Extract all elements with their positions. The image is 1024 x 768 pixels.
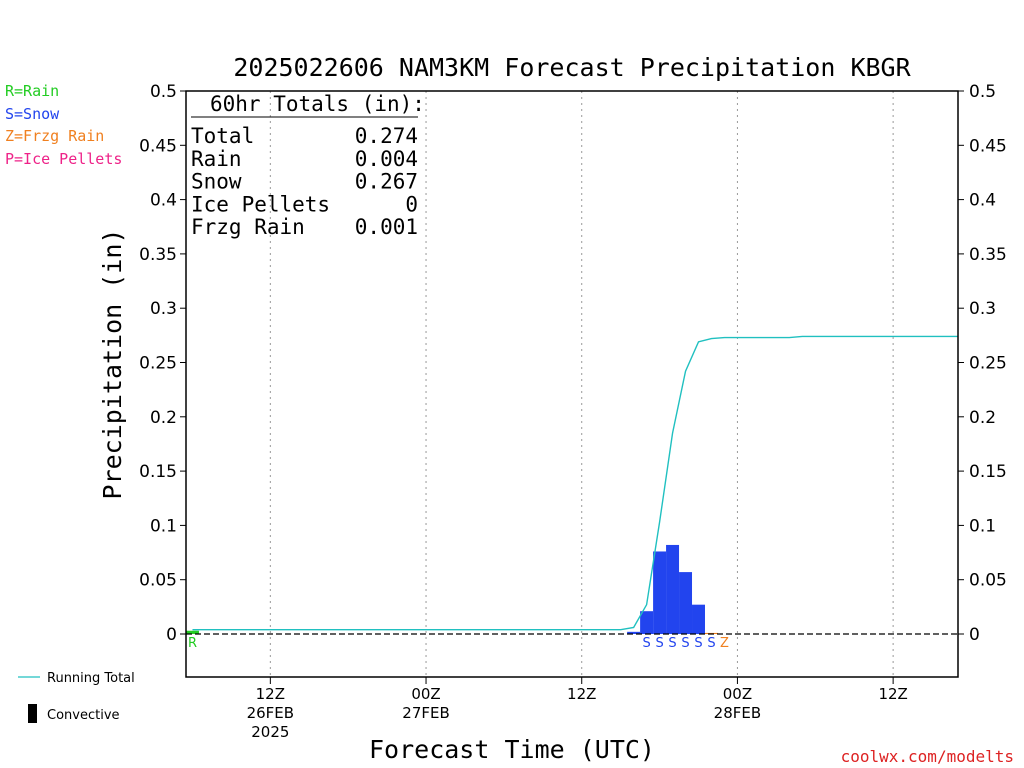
x-tick-label: 12Z [878, 685, 907, 703]
y-tick-label-left: 0 [166, 625, 177, 645]
precip-bar [679, 572, 693, 634]
precip-type-label: S [655, 636, 663, 651]
y-tick-label-left: 0.25 [139, 354, 177, 374]
legend-rain: R=Rain [5, 82, 59, 100]
plot-frame [185, 90, 959, 678]
precip-bar [640, 611, 654, 634]
y-tick-label-right: 0.1 [969, 516, 996, 536]
precip-type-legend: R=Rain S=Snow Z=Frzg Rain P=Ice Pellets [5, 82, 122, 168]
convective-legend-swatch [28, 704, 37, 723]
legend-snow: S=Snow [5, 105, 60, 123]
precip-bar [186, 630, 199, 634]
precip-bar [627, 631, 641, 634]
precip-type-label: S [642, 636, 650, 651]
x-tick-label: 27FEB [402, 704, 449, 722]
x-tick-label: 12Z [567, 685, 596, 703]
y-tick-label-right: 0.2 [969, 408, 996, 428]
legend-ice-pellets: P=Ice Pellets [5, 150, 122, 168]
y-tick-label-left: 0.45 [139, 136, 177, 156]
precip-bar [666, 544, 680, 634]
y-tick-label-right: 0.45 [969, 136, 1007, 156]
precip-type-label: S [694, 636, 702, 651]
totals-value: 0 [405, 192, 418, 216]
precip-type-label: S [668, 636, 676, 651]
precip-bar [653, 551, 667, 634]
totals-value: 0.001 [355, 215, 418, 239]
x-tick-label: 12Z [256, 685, 285, 703]
legend-convective: Convective [47, 708, 120, 723]
y-tick-label-left: 0.15 [139, 462, 177, 482]
legend-frzg-rain: Z=Frzg Rain [5, 127, 104, 145]
totals-label: Ice Pellets [191, 192, 330, 216]
totals-label: Frzg Rain [191, 215, 305, 239]
plot-area: 0 0 0.05 0.05 0.1 0.1 0.15 0.15 0.2 0.2 0.25 0.25 0.… [139, 82, 1007, 741]
totals-label: Total [191, 124, 254, 148]
y-tick-label-right: 0.15 [969, 462, 1007, 482]
legend-running-total: Running Total [47, 671, 135, 686]
precip-type-label: S [707, 636, 715, 651]
totals-value: 0.267 [355, 170, 418, 194]
y-tick-label-left: 0.35 [139, 245, 177, 265]
precip-bar [692, 604, 705, 634]
y-tick-label-right: 0 [969, 625, 980, 645]
totals-value: 0.274 [355, 124, 418, 148]
y-tick-label-right: 0.3 [969, 299, 996, 319]
y-axis-label: Precipitation (in) [98, 229, 127, 500]
x-tick-label: 28FEB [714, 704, 761, 722]
series-legend: Running Total Convective [18, 671, 135, 723]
y-tick-label-left: 0.2 [150, 408, 177, 428]
precip-type-label: S [681, 636, 689, 651]
y-tick-label-left: 0.1 [150, 516, 177, 536]
totals-label: Rain [191, 147, 242, 171]
totals-box: 60hr Totals (in): Total 0.274 Rain 0.004 Sno… [191, 92, 425, 239]
totals-label: Snow [191, 170, 242, 194]
y-tick-label-left: 0.3 [150, 299, 177, 319]
y-tick-label-left: 0.05 [139, 571, 177, 591]
y-tick-label-right: 0.35 [969, 245, 1007, 265]
y-tick-label-left: 0.4 [150, 191, 177, 211]
y-tick-label-right: 0.25 [969, 354, 1007, 374]
totals-value: 0.004 [355, 147, 418, 171]
y-tick-label-right: 0.4 [969, 191, 996, 211]
x-tick-label: 2025 [251, 723, 289, 741]
totals-heading: 60hr Totals (in): [210, 92, 425, 116]
y-tick-label-right: 0.5 [969, 82, 996, 102]
credit-link[interactable]: coolwx.com/modelts [841, 747, 1014, 766]
x-tick-label: 00Z [723, 685, 752, 703]
y-tick-label-left: 0.5 [150, 82, 177, 102]
precip-type-label: R [188, 636, 197, 651]
x-tick-label: 00Z [411, 685, 440, 703]
x-axis-label: Forecast Time (UTC) [369, 735, 655, 764]
y-tick-label-right: 0.05 [969, 571, 1007, 591]
precip-type-label: Z [720, 636, 729, 651]
chart-title: 2025022606 NAM3KM Forecast Precipitation… [233, 53, 911, 82]
running-total-line [192, 335, 958, 631]
x-tick-label: 26FEB [247, 704, 294, 722]
